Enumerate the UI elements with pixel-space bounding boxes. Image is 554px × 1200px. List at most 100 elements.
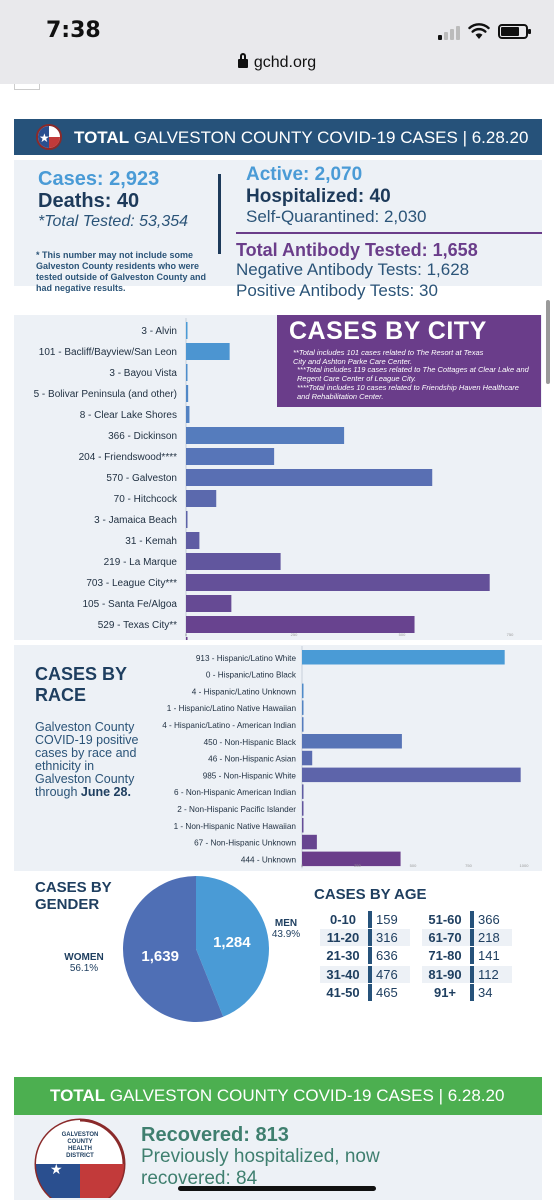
svg-text:COUNTY: COUNTY	[67, 1139, 92, 1145]
gender-chart-title: CASES BY GENDER	[35, 879, 112, 913]
url-display[interactable]: gchd.org	[0, 50, 554, 76]
age-range-label: 71-80	[428, 948, 462, 964]
bar	[186, 574, 490, 591]
age-divider	[368, 929, 372, 947]
bar-label: 105 - Santa Fe/Algoa	[82, 599, 177, 610]
bar	[186, 637, 188, 640]
summary-panel: Cases: 2,923 Deaths: 40 *Total Tested: 5…	[14, 160, 542, 300]
antibody-total: Total Antibody Tested: 1,658	[236, 240, 478, 260]
footer-title: TOTAL GALVESTON COUNTY COVID-19 CASES | …	[50, 1086, 505, 1105]
age-case-count: 218	[478, 930, 500, 946]
bar	[302, 734, 402, 749]
age-row: 11-20 316	[320, 929, 410, 947]
summary-divider	[218, 174, 221, 254]
status-bar: 7:38	[0, 0, 554, 50]
header-banner: ★ TOTAL GALVESTON COUNTY COVID-19 CASES …	[14, 119, 542, 155]
clock: 7:38	[46, 18, 101, 43]
bar	[186, 322, 188, 339]
age-case-count: 316	[376, 930, 398, 946]
header-title: TOTAL GALVESTON COUNTY COVID-19 CASES | …	[74, 128, 529, 147]
age-row: 71-80 141	[422, 947, 512, 965]
bar-label: 3 - Jamaica Beach	[94, 515, 177, 526]
bar-label: 67 - Non-Hispanic Unknown	[194, 839, 296, 848]
age-divider	[368, 965, 372, 983]
bar	[302, 750, 313, 766]
bar-label: 6 - Non-Hispanic American Indian	[174, 788, 296, 797]
footer-banner: TOTAL GALVESTON COUNTY COVID-19 CASES | …	[14, 1077, 542, 1115]
age-row: 91+ 34	[422, 983, 512, 1001]
x-tick-label: 500	[399, 632, 406, 637]
city-note-1: **Total includes 101 cases related to Th…	[293, 348, 484, 366]
x-tick-label: 500	[410, 863, 417, 868]
bar-label: 101 - Bacliff/Bayview/San Leon	[39, 347, 177, 358]
city-note-3: ****Total includes 10 cases related to F…	[297, 383, 519, 401]
bar	[186, 364, 188, 381]
health-district-seal-icon: ★ GALVESTON COUNTY HEALTH DISTRICT	[34, 1118, 126, 1198]
pie-slice	[196, 876, 269, 1017]
x-tick-label: 0	[185, 632, 188, 637]
age-range-label: 11-20	[326, 930, 360, 946]
bar	[186, 490, 217, 507]
lock-icon	[237, 53, 248, 68]
bar-label: 1 - Non-Hispanic Native Hawaiian	[174, 822, 297, 831]
bar-label: 31 - Kemah	[125, 536, 177, 547]
age-row: 31-40 476	[320, 965, 410, 983]
age-case-count: 159	[376, 912, 398, 927]
hospitalized-total: Hospitalized: 40	[246, 186, 391, 207]
city-note-2: ***Total includes 119 cases related to T…	[297, 365, 529, 383]
bar	[186, 469, 433, 486]
previously-hospitalized-recovered: Previously hospitalized, now recovered: …	[141, 1146, 380, 1189]
bar-label: 4 - Hispanic/Latino Unknown	[192, 687, 297, 696]
x-tick-label: 250	[354, 863, 361, 868]
age-range-label: 41-50	[326, 984, 360, 1000]
bar-label: 3 - Alvin	[141, 326, 177, 337]
race-description: Galveston County COVID-19 positive cases…	[35, 720, 139, 799]
bar	[186, 385, 189, 402]
svg-text:★: ★	[50, 1162, 63, 1178]
bar-label: 5 - Bolivar Peninsula (and other)	[34, 389, 177, 400]
age-row: 61-70 218	[422, 929, 512, 947]
antibody-divider	[236, 232, 542, 234]
bar-label: 366 - Dickinson	[108, 431, 177, 442]
x-tick-label: 750	[507, 632, 514, 637]
antibody-negative: Negative Antibody Tests: 1,628	[236, 260, 470, 279]
city-chart-title: CASES BY CITY	[289, 317, 487, 345]
age-row: 0-10 159	[320, 911, 410, 928]
age-range-label: 21-30	[326, 948, 360, 964]
bar	[186, 595, 232, 612]
bar	[186, 616, 415, 633]
age-range-label: 91+	[433, 984, 457, 1000]
quarantined-total: Self-Quarantined: 2,030	[246, 207, 427, 226]
age-divider	[470, 929, 474, 947]
scrollbar[interactable]	[546, 300, 550, 384]
page-corner	[14, 84, 40, 90]
bar	[186, 427, 345, 444]
svg-text:GALVESTON: GALVESTON	[62, 1132, 99, 1138]
age-row: 51-60 366	[422, 911, 512, 928]
age-row: 41-50 465	[320, 983, 410, 1001]
age-case-count: 366	[478, 912, 500, 927]
x-tick-label: 750	[465, 863, 472, 868]
city-title-box: CASES BY CITY **Total includes 101 cases…	[277, 315, 541, 407]
home-indicator[interactable]	[178, 1186, 376, 1191]
race-chart-title: CASES BY RACE	[35, 664, 127, 705]
race-bar-chart: 913 - Hispanic/Latino White 0 - Hispanic/…	[162, 646, 529, 869]
recovered-total: Recovered: 813	[141, 1124, 289, 1146]
bar-label: 46 - Non-Hispanic Asian	[208, 755, 296, 764]
bar	[302, 834, 317, 850]
age-case-count: 476	[376, 966, 398, 982]
age-case-count: 465	[376, 984, 398, 1000]
bar-label: 219 - La Marque	[104, 557, 178, 568]
bar	[186, 448, 275, 465]
url-text: gchd.org	[253, 54, 317, 71]
x-tick-label: 250	[291, 632, 298, 637]
age-case-count: 141	[478, 948, 500, 964]
county-seal-icon: ★	[36, 124, 62, 150]
bar-label: 2 - Non-Hispanic Pacific Islander	[177, 805, 296, 814]
active-total: Active: 2,070	[246, 164, 363, 185]
age-divider	[470, 911, 474, 928]
bar	[302, 784, 304, 799]
cellular-signal-icon	[438, 24, 460, 40]
bar-label: 3 - Bayou Vista	[109, 368, 177, 379]
address-bar[interactable]: gchd.org	[0, 50, 554, 84]
